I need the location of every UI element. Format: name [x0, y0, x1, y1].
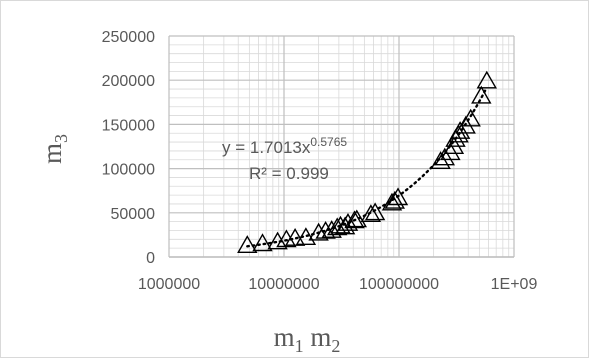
data-point [476, 70, 498, 89]
data-point [308, 222, 329, 241]
x-tick-label: 10000000 [248, 276, 319, 293]
x-tick-label: 1000000 [138, 276, 200, 293]
x-tick-label: 100000000 [359, 276, 439, 293]
x-tick-label: 1E+09 [491, 276, 538, 293]
data-point [460, 108, 481, 127]
data-point [334, 216, 356, 235]
data-point [295, 227, 317, 246]
data-point [284, 227, 306, 246]
data-point [252, 233, 273, 252]
data-point [384, 190, 406, 209]
data-point [387, 187, 409, 206]
data-point [321, 220, 342, 238]
y-tick-label: 50000 [111, 206, 156, 223]
y-axis-title: m3 [37, 134, 71, 164]
grid [168, 35, 515, 258]
data-point [344, 210, 365, 229]
y-tick-label: 0 [146, 250, 155, 267]
data-point [346, 209, 368, 228]
data-point [267, 231, 288, 250]
data-point [337, 212, 359, 231]
x-axis-title: m1 m2 [274, 322, 341, 356]
data-point [455, 115, 476, 134]
data-point [276, 229, 297, 248]
data-point [449, 121, 471, 139]
data-point [471, 85, 492, 104]
r-squared-label: R² = 0.999 [249, 164, 329, 183]
data-point [443, 136, 465, 155]
y-tick-label: 200000 [102, 73, 155, 90]
data-point [364, 202, 386, 221]
tick-labels: 0 50000 100000 150000 200000 250000 1000000 100… [102, 29, 538, 293]
data-point [434, 147, 456, 166]
y-tick-label: 100000 [102, 162, 155, 179]
y-tick-label: 150000 [102, 117, 155, 134]
data-point [430, 151, 451, 170]
data-point [330, 215, 351, 234]
data-point [360, 204, 382, 223]
data-point [237, 235, 258, 254]
y-tick-label: 250000 [102, 29, 155, 46]
trendline-equation: y = 1.7013x0.5765 [222, 135, 347, 157]
data-point [381, 192, 403, 211]
data-points [237, 70, 498, 254]
